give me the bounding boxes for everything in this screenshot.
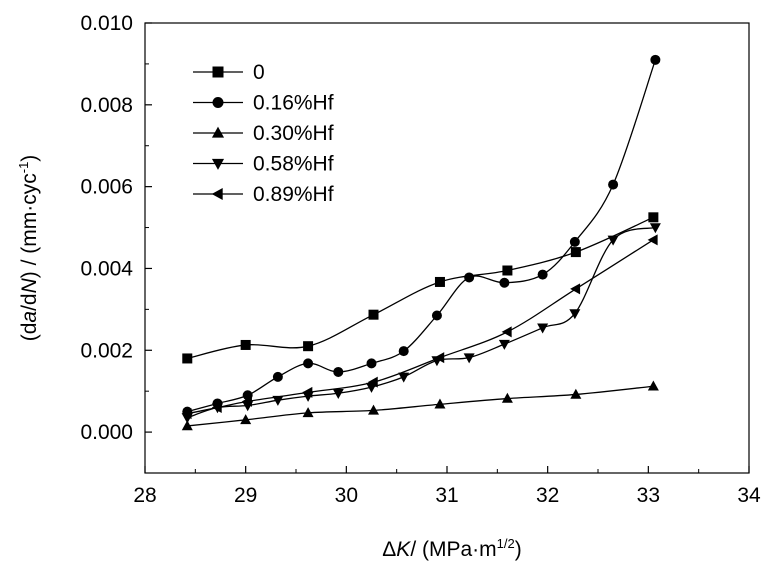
series-line (187, 216, 654, 360)
data-point (368, 404, 380, 415)
data-point (570, 283, 581, 295)
data-point (501, 326, 512, 338)
y-tick-label: 0.002 (80, 339, 133, 362)
series-line (187, 385, 654, 427)
data-point (502, 265, 513, 276)
data-point (368, 309, 379, 320)
x-tick-label: 28 (133, 484, 156, 507)
data-point (302, 386, 313, 398)
x-tick-label: 32 (536, 484, 559, 507)
data-point (537, 269, 548, 280)
data-point (272, 395, 284, 406)
data-point (240, 339, 251, 350)
data-point (398, 346, 409, 357)
data-point (648, 212, 659, 223)
x-axis-ticks: 28 29 30 31 32 33 34 (133, 466, 761, 507)
y-tick-label: 0.000 (80, 421, 133, 444)
legend-label: 0.30%Hf (253, 122, 334, 145)
x-tick-label: 34 (737, 484, 761, 507)
legend-label: 0.16%Hf (253, 92, 334, 115)
series-line (187, 239, 654, 415)
series-4 (181, 234, 658, 420)
y-axis-ticks: 0.000 0.002 0.004 0.006 0.008 0.010 (80, 12, 152, 444)
x-tick-label: 30 (335, 484, 358, 507)
y-axis-label-mid: /d (18, 293, 41, 311)
legend: 0 0.16%Hf 0.30%Hf 0.58%Hf 0.89%Hf (193, 61, 334, 206)
data-point (570, 247, 581, 258)
legend-marker (211, 126, 225, 138)
data-point (570, 388, 582, 399)
data-point (501, 392, 513, 403)
legend-marker (211, 158, 225, 170)
data-point (649, 223, 661, 234)
data-point (240, 414, 252, 425)
x-tick-label: 33 (637, 484, 660, 507)
data-point (272, 371, 283, 382)
data-point (211, 402, 222, 414)
series-layer (181, 54, 661, 431)
data-point (367, 376, 378, 388)
data-point (241, 395, 252, 407)
data-point (181, 420, 193, 431)
y-axis-label-close: ) (18, 155, 41, 162)
y-tick-label: 0.006 (80, 176, 133, 199)
series-2 (181, 380, 659, 431)
data-point (537, 323, 549, 334)
legend-marker (211, 187, 223, 201)
x-axis-label-delta: Δ (382, 538, 396, 561)
data-point (434, 352, 445, 364)
y-axis-label-after: ) / (mm·cyc (18, 173, 41, 278)
data-point (431, 310, 442, 321)
data-point (498, 339, 510, 350)
y-axis-label-sup: -1 (16, 162, 31, 174)
x-axis-label-unit: (MPa·m (422, 538, 497, 561)
data-point (434, 398, 446, 409)
y-axis-label-open: (d (18, 323, 41, 342)
x-tick-label: 29 (234, 484, 257, 507)
x-axis-label-close: ) (515, 538, 522, 561)
legend-label: 0 (253, 61, 265, 84)
data-point (569, 236, 580, 247)
y-axis-label-n: N (18, 277, 41, 293)
y-tick-label: 0.010 (80, 12, 133, 35)
x-axis-label-sup: 1/2 (497, 536, 515, 551)
y-tick-label: 0.004 (80, 257, 133, 280)
x-tick-label: 31 (435, 484, 458, 507)
data-point (303, 341, 314, 352)
data-point (181, 408, 192, 420)
y-tick-label: 0.008 (80, 94, 133, 117)
legend-marker (212, 97, 224, 108)
x-axis-label-sep: / (410, 538, 422, 561)
data-point (302, 407, 314, 418)
data-point (650, 54, 661, 65)
data-point (463, 353, 475, 364)
data-point (366, 358, 377, 369)
data-point (464, 272, 475, 283)
y-axis-label-a: a (18, 311, 41, 323)
data-point (333, 366, 344, 377)
data-point (332, 388, 344, 399)
series-0 (182, 212, 659, 364)
legend-label: 0.58%Hf (253, 153, 334, 176)
plot-frame (144, 22, 750, 474)
y-axis-label: (da/dN) / (mm·cyc-1) (16, 155, 41, 342)
data-point (647, 234, 658, 246)
data-point (499, 277, 510, 288)
data-point (303, 358, 314, 369)
x-axis-label: ΔK/ (MPa·m1/2) (382, 536, 521, 561)
data-point (182, 353, 193, 364)
data-point (569, 309, 581, 320)
legend-label: 0.89%Hf (253, 183, 334, 206)
data-point (607, 235, 619, 246)
data-point (647, 380, 659, 391)
data-point (398, 372, 410, 383)
legend-marker (212, 66, 224, 78)
data-point (608, 179, 619, 190)
data-point (434, 276, 445, 287)
x-axis-label-var: K (396, 538, 411, 561)
